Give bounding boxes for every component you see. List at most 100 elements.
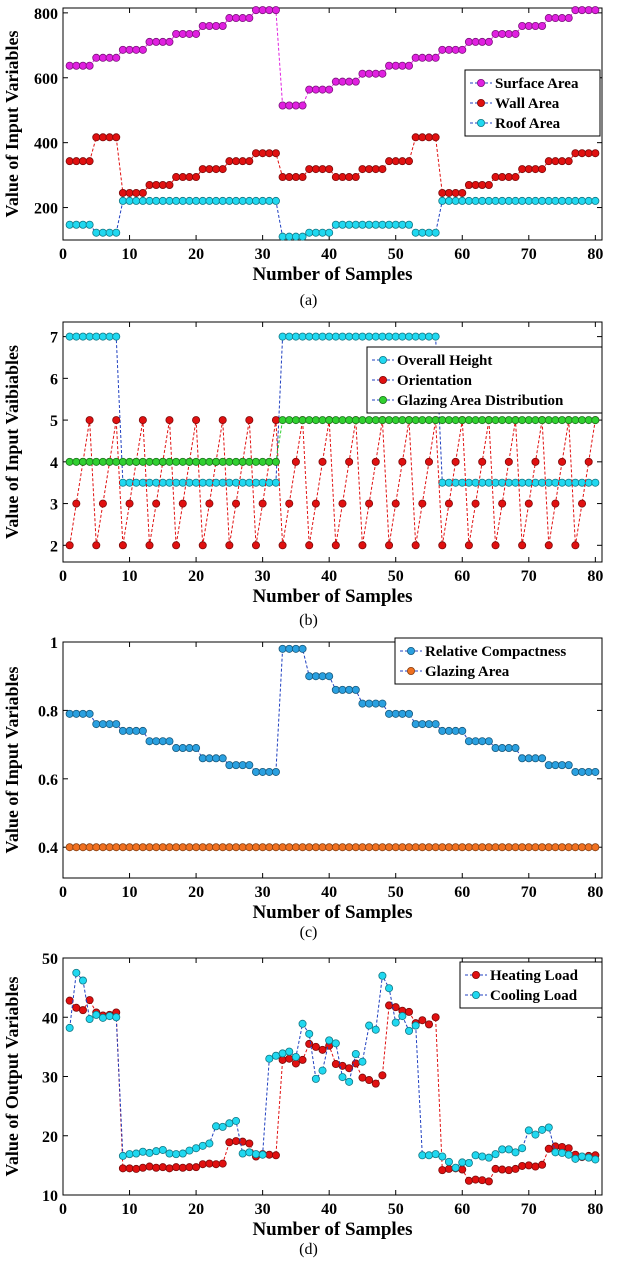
data-point bbox=[504, 196, 513, 205]
data-point bbox=[491, 416, 500, 425]
data-point bbox=[132, 45, 141, 54]
data-point bbox=[411, 228, 420, 237]
data-point bbox=[311, 1042, 320, 1051]
data-point bbox=[345, 685, 354, 694]
data-point bbox=[451, 1163, 460, 1172]
data-point bbox=[305, 1029, 314, 1038]
data-point bbox=[98, 1013, 107, 1022]
x-tick-label: 20 bbox=[188, 884, 204, 901]
data-point bbox=[524, 754, 533, 763]
data-point bbox=[198, 165, 207, 174]
data-point bbox=[92, 228, 101, 237]
data-point bbox=[524, 1126, 533, 1135]
data-point bbox=[464, 416, 473, 425]
data-point bbox=[92, 843, 101, 852]
data-point bbox=[391, 220, 400, 229]
data-point bbox=[571, 1154, 580, 1163]
data-point bbox=[551, 499, 560, 508]
data-point bbox=[358, 541, 367, 550]
data-point bbox=[291, 101, 300, 110]
data-point bbox=[305, 672, 314, 681]
data-point bbox=[584, 843, 593, 852]
data-point bbox=[72, 457, 81, 466]
data-point bbox=[305, 332, 314, 341]
data-point bbox=[398, 709, 407, 718]
data-point bbox=[578, 149, 587, 158]
data-point bbox=[345, 77, 354, 86]
data-point bbox=[152, 499, 161, 508]
data-point bbox=[118, 726, 127, 735]
data-point bbox=[578, 6, 587, 15]
data-point bbox=[571, 6, 580, 15]
data-point bbox=[298, 843, 307, 852]
data-point bbox=[178, 196, 187, 205]
data-point bbox=[138, 196, 147, 205]
data-point bbox=[391, 157, 400, 166]
data-point bbox=[458, 726, 467, 735]
data-point bbox=[245, 14, 254, 23]
data-point bbox=[491, 29, 500, 38]
data-point bbox=[544, 541, 553, 550]
data-point bbox=[378, 699, 387, 708]
data-point bbox=[291, 1052, 300, 1061]
data-point bbox=[318, 672, 327, 681]
data-point bbox=[391, 416, 400, 425]
data-point bbox=[245, 843, 254, 852]
data-point bbox=[118, 196, 127, 205]
data-point bbox=[185, 173, 194, 182]
data-point bbox=[584, 1153, 593, 1162]
data-point bbox=[138, 457, 147, 466]
data-point bbox=[398, 220, 407, 229]
data-point bbox=[531, 22, 540, 31]
data-point bbox=[405, 220, 414, 229]
data-point bbox=[338, 685, 347, 694]
data-point bbox=[291, 644, 300, 653]
data-point bbox=[178, 478, 187, 487]
data-point bbox=[551, 416, 560, 425]
x-tick-label: 80 bbox=[587, 246, 603, 263]
data-point bbox=[72, 499, 81, 508]
data-point bbox=[504, 1166, 513, 1175]
data-point bbox=[118, 1151, 127, 1160]
data-point bbox=[558, 843, 567, 852]
data-point bbox=[185, 196, 194, 205]
data-point bbox=[358, 416, 367, 425]
x-tick-label: 60 bbox=[454, 568, 470, 585]
data-point bbox=[98, 720, 107, 729]
x-tick-label: 10 bbox=[122, 246, 138, 263]
data-point bbox=[378, 416, 387, 425]
data-point bbox=[431, 416, 440, 425]
data-point bbox=[365, 220, 374, 229]
x-tick-label: 0 bbox=[59, 246, 67, 263]
data-point bbox=[318, 457, 327, 466]
data-point bbox=[251, 767, 260, 776]
data-point bbox=[411, 133, 420, 142]
data-point bbox=[258, 6, 267, 15]
data-point bbox=[318, 1045, 327, 1054]
data-point bbox=[365, 69, 374, 78]
data-point bbox=[185, 1163, 194, 1172]
series-line bbox=[69, 9, 596, 106]
series-line bbox=[69, 420, 596, 546]
legend-entry: Cooling Load bbox=[490, 988, 578, 1004]
data-point bbox=[265, 767, 274, 776]
data-point bbox=[198, 541, 207, 550]
data-point bbox=[78, 220, 87, 229]
data-point bbox=[78, 61, 87, 70]
x-tick-label: 80 bbox=[587, 568, 603, 585]
data-point bbox=[405, 416, 414, 425]
data-point bbox=[544, 14, 553, 23]
data-point bbox=[458, 1165, 467, 1174]
data-point bbox=[458, 196, 467, 205]
data-point bbox=[132, 1164, 141, 1173]
data-point bbox=[258, 499, 267, 508]
data-point bbox=[531, 416, 540, 425]
data-point bbox=[232, 1116, 241, 1125]
data-point bbox=[411, 53, 420, 62]
data-point bbox=[192, 744, 201, 753]
chart-caption-b: (b) bbox=[299, 612, 318, 629]
data-point bbox=[531, 1130, 540, 1139]
data-point bbox=[544, 157, 553, 166]
data-point bbox=[178, 1163, 187, 1172]
x-tick-label: 40 bbox=[321, 1201, 337, 1218]
